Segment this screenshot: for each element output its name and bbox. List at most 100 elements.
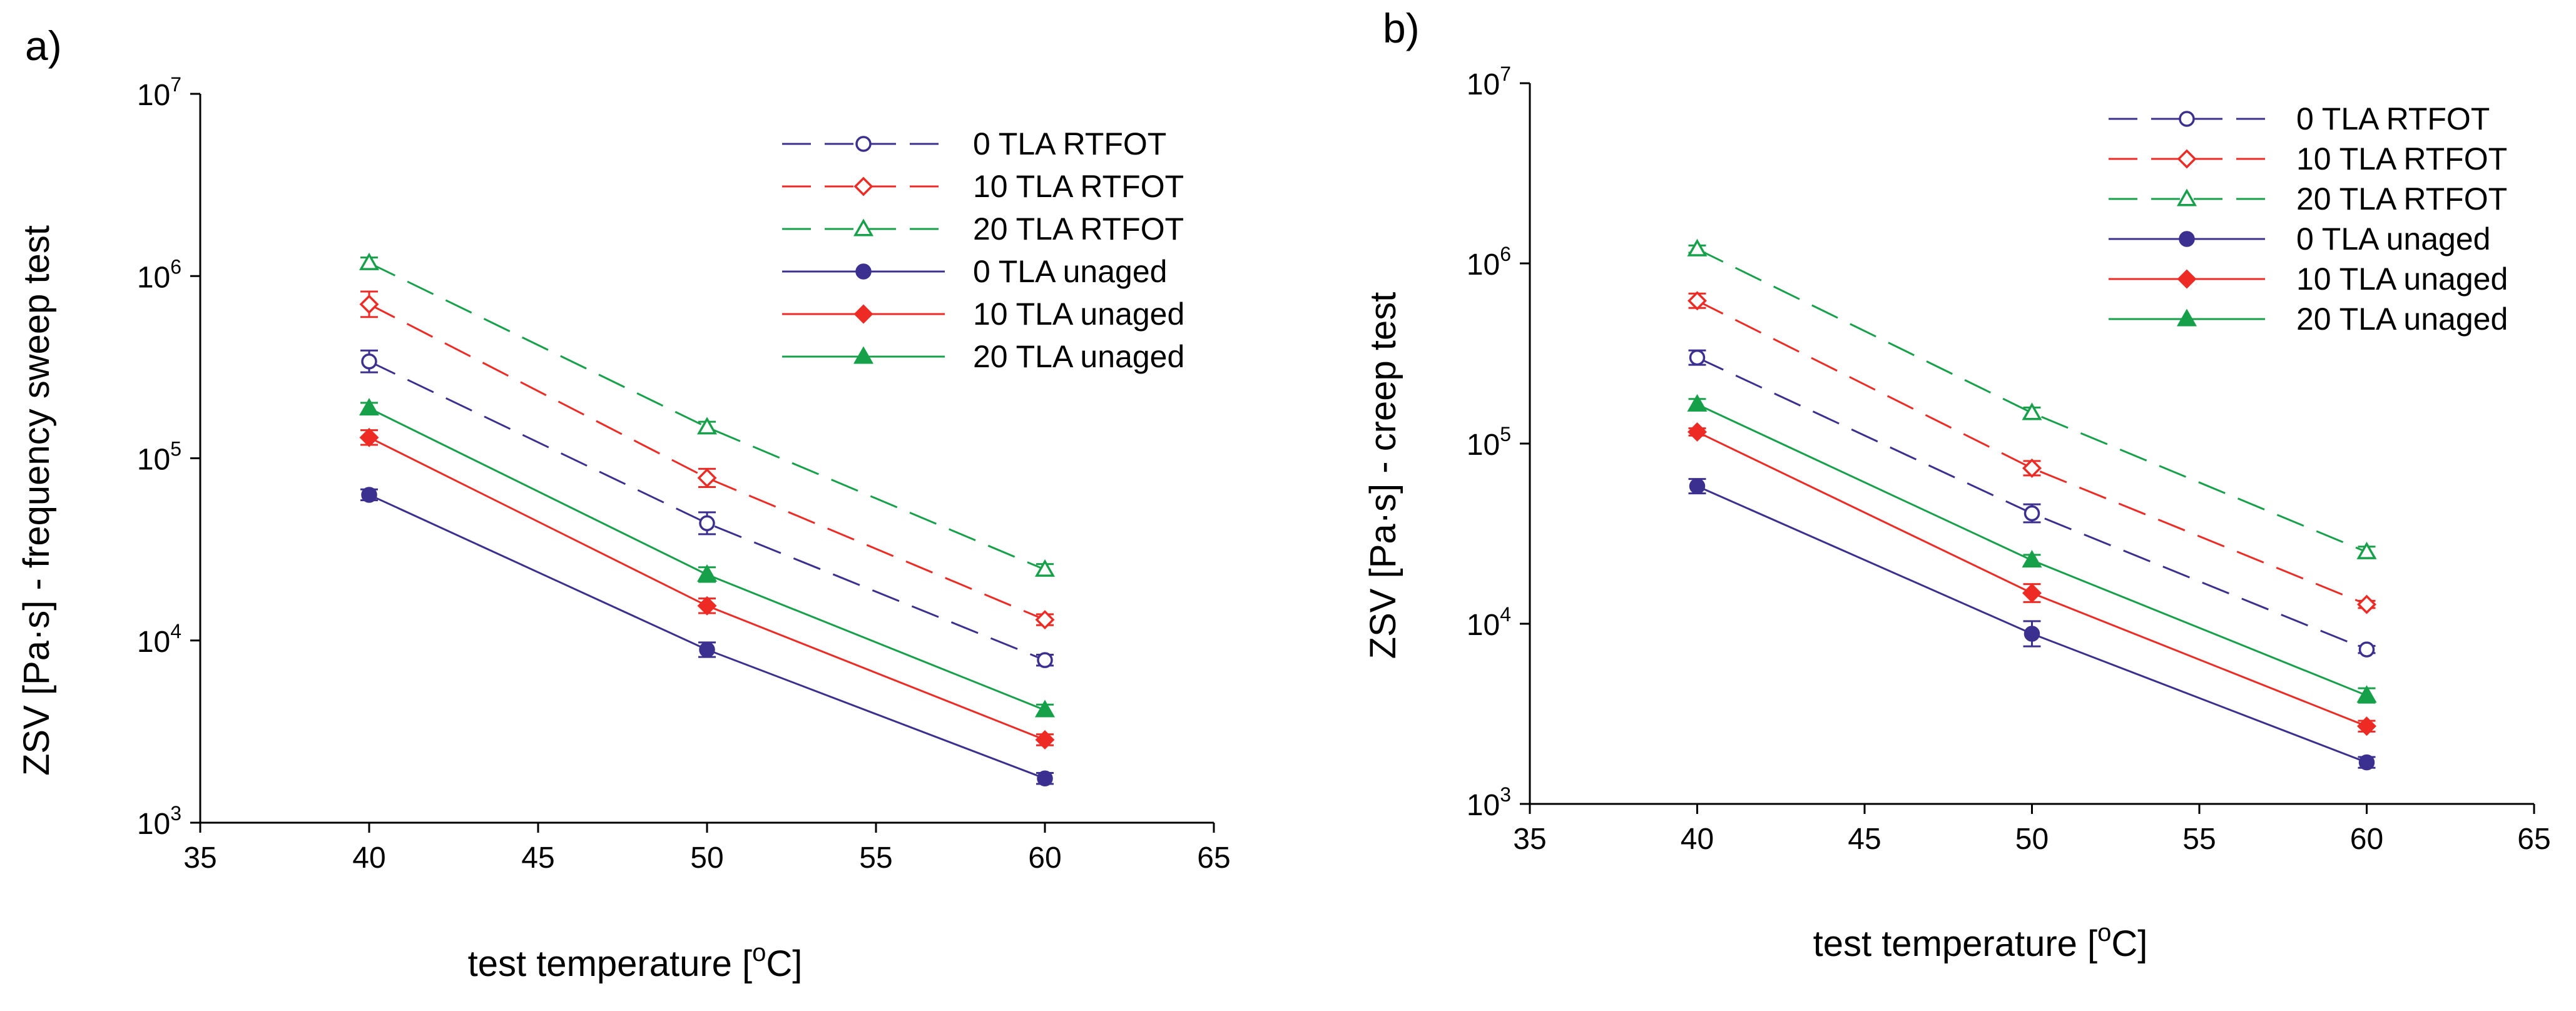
panel-b-y-tick-label: 103 xyxy=(1467,783,1511,822)
panel-a-data-point xyxy=(361,487,377,503)
panel-b-legend-label: 20 TLA RTFOT xyxy=(2296,181,2507,216)
panel-b-legend-label: 20 TLA unaged xyxy=(2296,302,2508,337)
panel-a-legend-label: 20 TLA RTFOT xyxy=(973,211,1184,246)
panel-b-legend-marker xyxy=(2179,231,2195,247)
panel-b-legend-label: 10 TLA RTFOT xyxy=(2296,141,2507,176)
panel-a-y-axis-title: ZSV [Pa·s] - frequency sweep test xyxy=(16,225,57,776)
panel-a-x-tick-label: 35 xyxy=(183,841,216,875)
panel-b-x-tick-label: 60 xyxy=(2350,823,2383,856)
panel-a-legend-marker xyxy=(855,136,872,152)
panel-a-legend-marker xyxy=(853,218,874,236)
panel-a-legend-marker xyxy=(855,263,872,280)
panel-b-y-tick-label: 104 xyxy=(1467,603,1511,642)
panel-a-x-tick-label: 40 xyxy=(352,841,385,875)
panel-b-series-line xyxy=(1696,404,2368,696)
panel-a-data-point xyxy=(1034,699,1056,718)
panel-b-data-point xyxy=(2356,541,2377,559)
panel-a-series-5 xyxy=(359,398,1056,718)
panel-a-legend-marker xyxy=(853,346,874,364)
panel-b-data-point xyxy=(2357,716,2376,736)
panel-a-plot: 35 40 45 50 55 60 65 103 104 105 106 107 0 TLA RTFOT… xyxy=(137,73,1231,875)
panel-b-series-line xyxy=(1696,300,2368,606)
panel-a-data-point xyxy=(696,564,718,582)
panel-a-series-line xyxy=(369,360,1046,661)
panel-a-x-tick-label: 45 xyxy=(521,841,554,875)
panel-b: b) ZSV [Pa·s] - creep test test temperat… xyxy=(1363,5,2147,964)
panel-a-series-4 xyxy=(359,427,1055,750)
panel-b-data-point xyxy=(1687,238,1708,257)
panel-a-data-point xyxy=(1037,770,1053,786)
panel-b-x-tick-label: 35 xyxy=(1513,823,1546,856)
panel-a-y-tick-label: 103 xyxy=(137,802,181,841)
panel-b-series-line xyxy=(1696,248,2368,553)
panel-a-legend: 0 TLA RTFOT 10 TLA RTFOT 20 TLA RTFOT 0 TLA… xyxy=(782,126,1184,374)
panel-b-x-tick-label: 40 xyxy=(1681,823,1714,856)
panel-a-legend-label: 0 TLA unaged xyxy=(973,254,1167,289)
panel-b-data-point xyxy=(1689,349,1706,366)
panel-b-legend-marker xyxy=(2177,149,2197,169)
panel-b-data-point xyxy=(2024,626,2040,642)
panel-a-y-tick-label: 104 xyxy=(137,620,181,659)
panel-a-data-point xyxy=(697,596,717,616)
panel-b-legend: 0 TLA RTFOT 10 TLA RTFOT 20 TLA RTFOT 0 TLA… xyxy=(2109,101,2508,337)
panel-b-data-point xyxy=(1688,422,1707,442)
panel-a-data-point xyxy=(359,427,379,447)
panel-b-x-tick-label: 50 xyxy=(2015,823,2049,856)
panel-b-data-point xyxy=(1688,291,1707,311)
panel-a-y-tick-label: 107 xyxy=(137,73,181,112)
panel-a-x-tick-label: 60 xyxy=(1028,841,1061,875)
panel-b-label: b) xyxy=(1383,5,1420,51)
panel-b-y-tick-label: 107 xyxy=(1467,63,1511,101)
panel-b-legend-marker xyxy=(2179,111,2195,127)
panel-a-y-title: ZSV [Pa·s] - frequency sweep test xyxy=(16,225,57,776)
panel-b-legend-label: 10 TLA unaged xyxy=(2296,262,2508,297)
panel-a-data-point xyxy=(1035,610,1055,630)
panel-a-legend-label: 0 TLA RTFOT xyxy=(973,126,1166,161)
panel-b-legend-marker xyxy=(2176,308,2197,327)
panel-b-series-5 xyxy=(1687,394,2377,704)
panel-a-series-3 xyxy=(360,487,1054,786)
panel-a-legend-marker xyxy=(853,304,873,324)
panel-b-series-4 xyxy=(1688,422,2376,736)
panel-b-series-3 xyxy=(1688,478,2376,771)
panel-a-data-point xyxy=(359,252,380,270)
panel-a-data-point xyxy=(361,353,377,370)
panel-a-legend-marker xyxy=(853,176,873,196)
panel-a-series-line xyxy=(369,407,1046,711)
panel-b-data-point xyxy=(2358,641,2375,658)
panel-b-x-tick-label: 45 xyxy=(1848,823,1881,856)
panel-a-data-point xyxy=(1035,730,1055,750)
panel-a-data-point xyxy=(699,515,715,532)
panel-a-x-tick-label: 65 xyxy=(1197,841,1230,875)
panel-b-x-tick-label: 55 xyxy=(2182,823,2216,856)
panel-a-data-point xyxy=(699,641,715,658)
panel-b-data-point xyxy=(2022,458,2042,478)
panel-b-y-tick-label: 106 xyxy=(1467,243,1511,282)
panel-a-y-tick-label: 106 xyxy=(137,255,181,294)
panel-b-y-tick-label: 105 xyxy=(1467,423,1511,462)
panel-b-series-0 xyxy=(1688,349,2376,658)
panel-a: a) ZSV [Pa·s] - frequency sweep test tes… xyxy=(16,23,802,984)
panel-b-series-line xyxy=(1696,357,2368,651)
panel-b-data-point xyxy=(2022,402,2042,420)
panel-a-legend-label: 10 TLA unaged xyxy=(973,297,1184,332)
panel-a-data-point xyxy=(1037,652,1053,668)
panel-a-data-point xyxy=(696,417,718,435)
panel-b-series-1 xyxy=(1688,291,2376,614)
panel-b-legend-marker xyxy=(2176,188,2197,206)
panel-b-series-2 xyxy=(1687,238,2377,559)
panel-b-data-point xyxy=(2356,685,2377,703)
panel-b-data-point xyxy=(1689,478,1706,494)
panel-b-data-point xyxy=(2357,594,2376,614)
panel-b-y-title: ZSV [Pa·s] - creep test xyxy=(1363,292,1403,659)
panel-a-data-point xyxy=(1034,559,1056,577)
panel-b-y-axis-title: ZSV [Pa·s] - creep test xyxy=(1363,292,1403,659)
panel-b-legend-marker xyxy=(2177,269,2197,289)
panel-a-series-line xyxy=(369,494,1046,780)
panel-a-series-1 xyxy=(359,290,1055,630)
panel-b-data-point xyxy=(1687,394,1708,412)
panel-a-y-tick-label: 105 xyxy=(137,438,181,477)
panel-a-data-point xyxy=(359,294,379,314)
